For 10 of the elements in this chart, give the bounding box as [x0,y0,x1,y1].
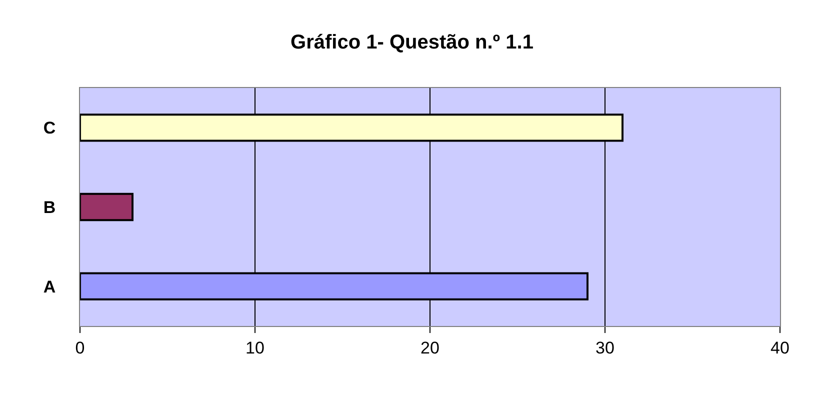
chart-title: Gráfico 1- Questão n.º 1.1 [290,31,534,54]
y-tick-label: B [43,198,56,217]
y-tick-label: A [43,277,56,296]
bar [80,192,134,222]
x-tick-label: 40 [770,338,790,358]
x-tick-label: 0 [75,338,85,358]
y-tick-label: C [43,118,56,138]
x-tick-label: 10 [246,338,264,358]
x-tick-label: 20 [420,338,440,358]
x-tick-label: 30 [596,338,614,358]
